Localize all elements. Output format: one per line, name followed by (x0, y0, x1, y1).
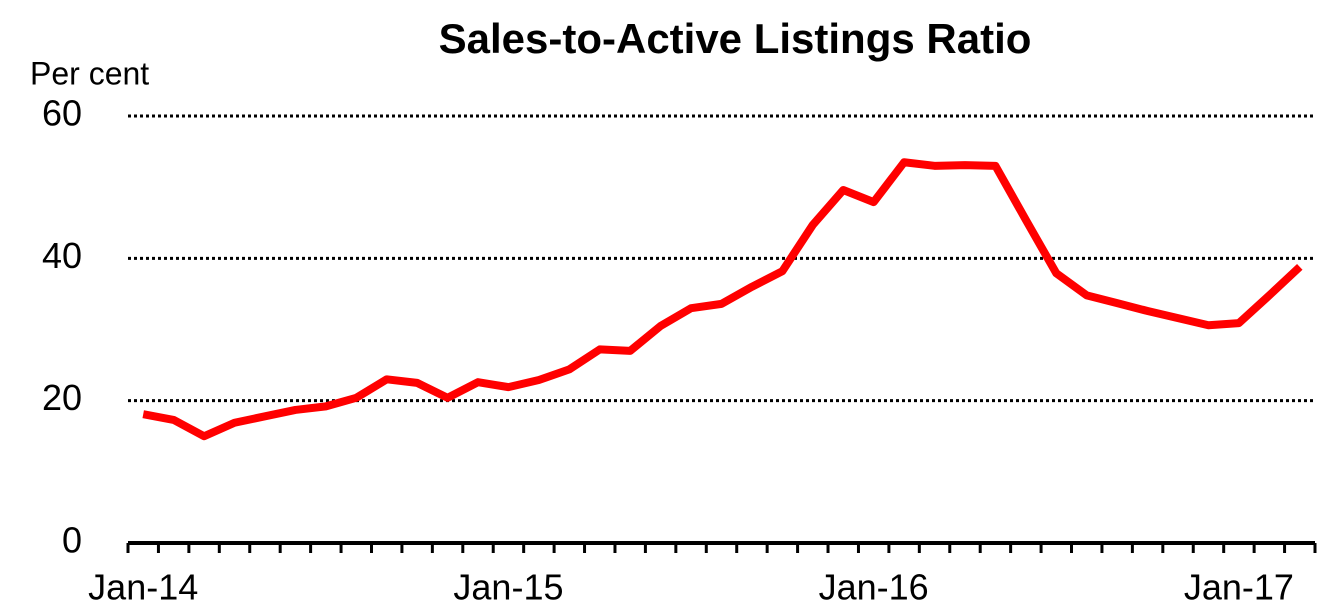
y-axis-label: Per cent (30, 55, 149, 91)
data-line (142, 158, 1303, 441)
x-tick-label: Jan-17 (1184, 567, 1294, 608)
y-tick-label: 40 (42, 235, 82, 276)
x-tick-label: Jan-15 (453, 567, 563, 608)
y-tick-label: 60 (42, 93, 82, 134)
y-tick-label: 20 (42, 377, 82, 418)
chart-title: Sales-to-Active Listings Ratio (439, 15, 1032, 62)
x-tick-label: Jan-14 (88, 567, 198, 608)
y-tick-label: 0 (62, 520, 82, 561)
x-tick-label: Jan-16 (819, 567, 929, 608)
